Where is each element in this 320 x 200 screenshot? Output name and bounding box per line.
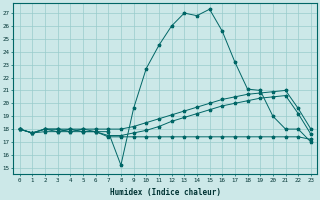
- X-axis label: Humidex (Indice chaleur): Humidex (Indice chaleur): [110, 188, 221, 197]
